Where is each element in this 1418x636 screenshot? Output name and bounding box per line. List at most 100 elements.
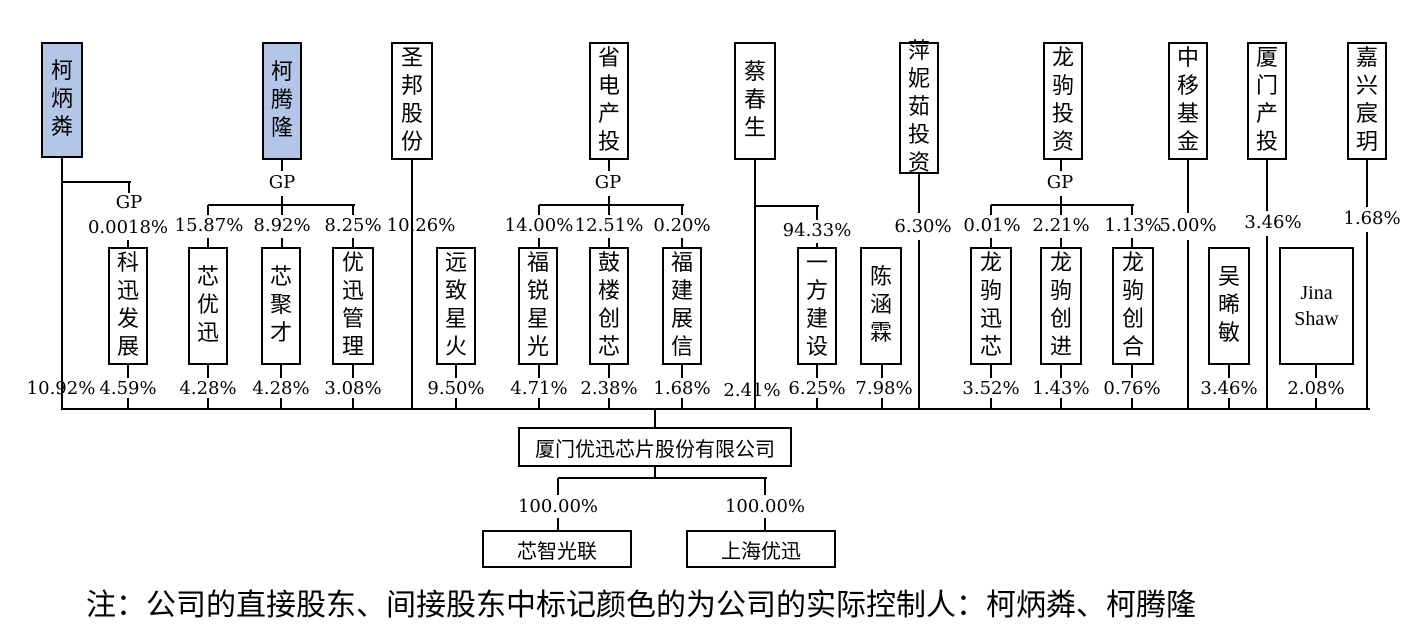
connector-line xyxy=(1228,398,1230,410)
pct-zhongyi-upper: 5.00% xyxy=(1159,215,1217,236)
pct-yifang-lower: 6.25% xyxy=(788,378,846,399)
connector-line xyxy=(1131,398,1133,410)
connector-line xyxy=(990,398,992,410)
entity-name: 吴晞敏 xyxy=(1217,265,1240,346)
subsidiary-name: 芯智光联 xyxy=(517,538,597,563)
connector-line xyxy=(127,398,129,410)
shareholder-name: 蔡春生 xyxy=(743,60,766,141)
entity-name: 远致星火 xyxy=(444,251,467,360)
entity-yifang: 一方建设 xyxy=(797,247,837,365)
connector-line xyxy=(1315,398,1317,410)
shareholder-jiaxing: 嘉兴宸玥 xyxy=(1347,42,1387,160)
shareholder-name: 省电产投 xyxy=(597,46,620,155)
pct-wu-lower: 3.46% xyxy=(1200,378,1258,399)
connector-line xyxy=(207,205,209,215)
gp-label-kexun: GP xyxy=(115,192,143,213)
pct-xinyouxun-lower: 4.28% xyxy=(179,378,237,399)
connector-line xyxy=(281,205,283,215)
connector-line xyxy=(281,160,283,171)
connector-line xyxy=(990,365,992,378)
connector-line xyxy=(608,205,610,215)
connector-line xyxy=(1060,160,1062,171)
pct-ljxx-upper: 0.01% xyxy=(963,215,1021,236)
connector-line xyxy=(557,518,559,531)
connector-line xyxy=(1228,365,1230,378)
connector-line xyxy=(990,238,992,248)
entity-name: 福建展信 xyxy=(670,251,693,360)
entity-wu: 吴晞敏 xyxy=(1208,247,1250,365)
connector-line xyxy=(681,205,683,215)
connector-line xyxy=(918,174,920,213)
pct-fujian-upper: 0.20% xyxy=(653,215,711,236)
footnote: 注：公司的直接股东、间接股东中标记颜色的为公司的实际控制人：柯炳粦、柯腾隆 xyxy=(86,588,1196,623)
connector-line xyxy=(654,409,656,428)
entity-name: 龙驹迅芯 xyxy=(979,251,1002,360)
shareholder-name: 柯腾隆 xyxy=(270,60,293,141)
connector-line xyxy=(557,478,559,495)
entity-yuanzhi: 远致星火 xyxy=(436,247,476,365)
connector-line xyxy=(352,205,354,215)
pct-cai-lower: 2.41% xyxy=(723,380,781,401)
connector-line xyxy=(1060,205,1062,215)
connector-line xyxy=(558,477,767,479)
connector-line xyxy=(1060,238,1062,248)
connector-line xyxy=(539,204,684,206)
shareholder-name: 圣邦股份 xyxy=(400,46,423,155)
connector-line xyxy=(608,398,610,410)
pct-shengbang-upper: 10.26% xyxy=(386,215,456,236)
company-box: 厦门优迅芯片股份有限公司 xyxy=(518,427,792,467)
connector-line xyxy=(1187,240,1189,410)
entity-gulou: 鼓楼创芯 xyxy=(589,247,629,365)
entity-ljcj: 龙驹创进 xyxy=(1040,247,1082,365)
connector-line xyxy=(764,478,766,495)
connector-line xyxy=(1266,160,1268,211)
pct-fujian-lower: 1.68% xyxy=(653,378,711,399)
connector-line xyxy=(281,238,283,248)
connector-line xyxy=(608,238,610,248)
connector-line xyxy=(1187,160,1189,213)
connector-line xyxy=(455,365,457,378)
connector-line xyxy=(754,160,756,410)
shareholder-name: 柯炳粦 xyxy=(50,59,73,140)
pct-yuanzhi-lower: 9.50% xyxy=(427,378,485,399)
connector-line xyxy=(1060,398,1062,410)
gp-label-keteng: GP xyxy=(268,172,296,193)
connector-line xyxy=(207,365,209,378)
connector-line xyxy=(352,365,354,378)
pct-pingni-upper: 6.30% xyxy=(894,216,952,237)
pct-youxun-lower: 3.08% xyxy=(324,378,382,399)
pct-jina-lower: 2.08% xyxy=(1287,378,1345,399)
connector-line xyxy=(538,205,540,215)
pct-yifang-upper: 94.33% xyxy=(782,220,852,241)
entity-ljxx: 龙驹迅芯 xyxy=(970,247,1012,365)
connector-line xyxy=(1131,238,1133,248)
shareholder-name: 嘉兴宸玥 xyxy=(1355,46,1378,155)
connector-line xyxy=(1315,365,1317,378)
pct-chen-lower: 7.98% xyxy=(855,378,913,399)
connector-line xyxy=(1366,160,1368,207)
pct-xinyouxun-upper: 15.87% xyxy=(174,215,244,236)
connector-line xyxy=(538,398,540,410)
connector-line xyxy=(991,204,1134,206)
entity-name: 福锐星光 xyxy=(526,251,549,360)
connector-line xyxy=(128,182,130,193)
entity-name: Jina Shaw xyxy=(1294,282,1339,330)
entity-chen: 陈涵霖 xyxy=(860,247,902,365)
connector-line xyxy=(918,240,920,410)
subsidiary-shanghai-youxun: 上海优迅 xyxy=(686,530,836,568)
company-name: 厦门优迅芯片股份有限公司 xyxy=(535,436,775,461)
entity-name: 科迅发展 xyxy=(116,251,139,360)
shareholder-shengbang: 圣邦股份 xyxy=(391,42,433,160)
connector-line xyxy=(538,238,540,248)
subsidiary-xinzhi-guanglian: 芯智光联 xyxy=(482,530,632,568)
connector-line xyxy=(1366,232,1368,410)
pct-youxun-upper: 8.25% xyxy=(324,215,382,236)
connector-line xyxy=(654,467,656,479)
pct-kebing-lower: 10.92% xyxy=(26,378,96,399)
entity-name: 陈涵霖 xyxy=(869,265,892,346)
entity-fujian: 福建展信 xyxy=(662,247,702,365)
connector-line xyxy=(1131,365,1133,378)
connector-line xyxy=(62,181,131,183)
entity-xinyouxun: 芯优迅 xyxy=(188,247,228,365)
